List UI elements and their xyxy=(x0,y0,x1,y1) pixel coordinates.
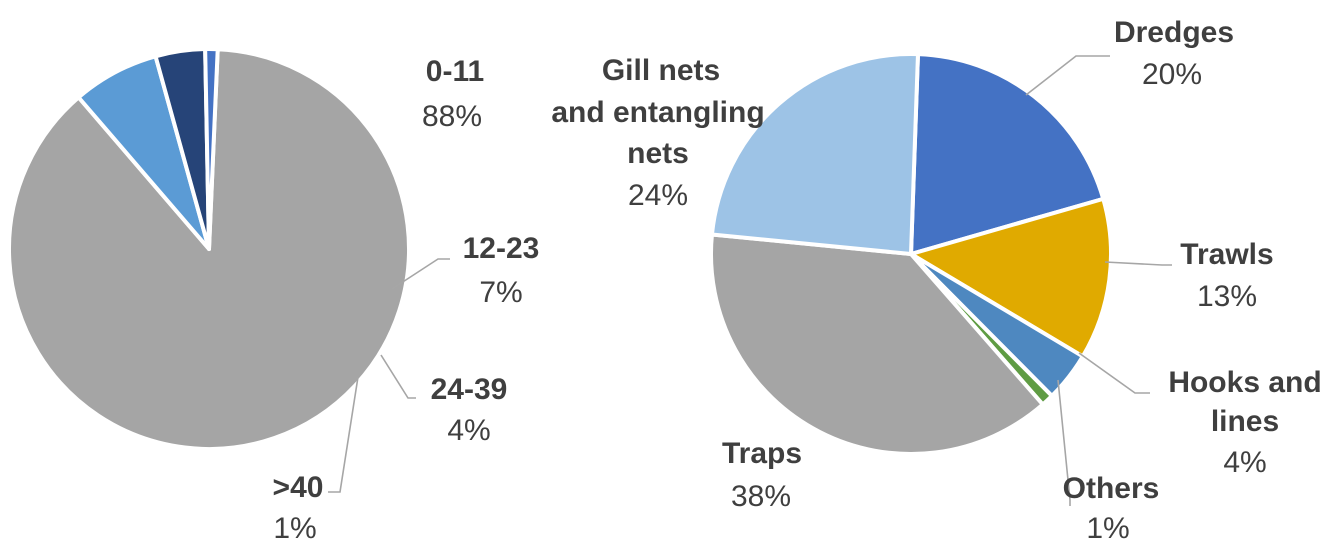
leader-line-hooks-and-lines xyxy=(1078,352,1150,394)
pie-slice-gill-nets-and-entangling-nets xyxy=(709,52,920,256)
pie-slice-traps xyxy=(709,232,1045,456)
pie-slices xyxy=(7,47,411,451)
data-labels: Dredges 20% Trawls 13% Hooks and lines 4% Other… xyxy=(551,16,1321,539)
slice-label: nets xyxy=(627,137,689,170)
leader-line-trawls xyxy=(1104,261,1172,266)
slice-label: and entangling xyxy=(551,96,764,129)
slice-label: Hooks and xyxy=(1168,366,1321,399)
data-label-12-23: 12-23 7% xyxy=(463,232,540,309)
slice-label: 12-23 xyxy=(463,232,540,265)
leader-line-dredges xyxy=(1025,55,1110,96)
slice-percent: 13% xyxy=(1197,280,1257,313)
slice-percent: 88% xyxy=(422,100,482,133)
slice-percent: 4% xyxy=(447,414,490,447)
pie-slices xyxy=(709,52,1113,456)
data-label-others: Others 1% xyxy=(1063,472,1160,539)
slice-percent: 20% xyxy=(1142,58,1202,91)
slice-label: Dredges xyxy=(1114,16,1234,49)
slice-percent: 1% xyxy=(1086,512,1129,539)
leader-line-others xyxy=(1057,379,1071,506)
leader-line-24-39 xyxy=(380,354,416,399)
pie-slice-dredges xyxy=(909,52,1106,256)
slice-label: Gill nets xyxy=(602,54,720,87)
pie-slice-40 xyxy=(203,47,220,251)
leader-line-12-23 xyxy=(391,258,450,290)
data-label-gill-nets-and-entangling-nets: Gill nets and entangling nets 24% xyxy=(551,54,764,212)
data-label-40: >401% xyxy=(273,471,324,539)
slice-label: Trawls xyxy=(1180,238,1273,271)
fishing-gear-pie-chart: Dredges 20% Trawls 13% Hooks and lines 4% Other… xyxy=(551,16,1321,539)
slice-percent: 24% xyxy=(628,179,688,212)
slice-percent: 4% xyxy=(1223,446,1266,479)
slice-label: >40 xyxy=(273,471,324,504)
data-label-hooks-and-lines: Hooks and lines 4% xyxy=(1168,366,1321,479)
slice-percent: 1% xyxy=(273,512,316,539)
data-label-traps: Traps 38% xyxy=(722,437,802,513)
slice-percent: 7% xyxy=(479,276,522,309)
data-label-trawls: Trawls 13% xyxy=(1180,238,1273,313)
slice-label: lines xyxy=(1211,405,1279,438)
slice-percent: 38% xyxy=(731,480,791,513)
slice-label: Others xyxy=(1063,472,1160,505)
pie-slice-trawls xyxy=(909,196,1113,359)
data-label-dredges: Dredges 20% xyxy=(1114,16,1234,91)
slice-label: 0-11 xyxy=(426,55,484,88)
data-label-24-39: 24-39 4% xyxy=(431,373,508,447)
leader-line-40 xyxy=(328,376,359,493)
slice-label: Traps xyxy=(722,437,802,470)
data-label-0-11: 0-11 88% xyxy=(422,55,484,133)
slice-label: 24-39 xyxy=(431,373,508,406)
